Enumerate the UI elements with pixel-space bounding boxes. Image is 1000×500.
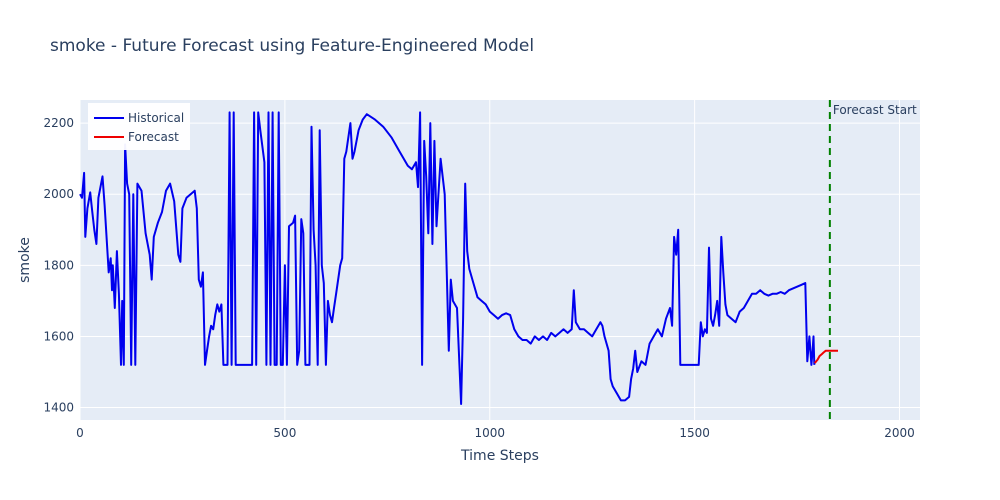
series-line-historical <box>79 111 816 405</box>
y-axis: 1400 1600 1800 2000 2200 <box>43 116 74 414</box>
x-tick-label: 1000 <box>474 426 505 440</box>
legend[interactable]: Historical Forecast <box>88 103 190 150</box>
legend-label-forecast: Forecast <box>128 130 179 144</box>
legend-label-historical: Historical <box>128 111 184 125</box>
legend-box <box>88 103 190 150</box>
y-tick-label: 2200 <box>43 116 74 130</box>
plot-area <box>80 100 920 420</box>
x-axis-title: Time Steps <box>460 448 539 464</box>
series-line-forecast <box>813 349 838 364</box>
y-tick-label: 2000 <box>43 187 74 201</box>
y-tick-label: 1400 <box>43 401 74 415</box>
y-tick-label: 1600 <box>43 329 74 343</box>
x-tick-label: 2000 <box>884 426 915 440</box>
forecast-start-label: Forecast Start <box>833 103 917 117</box>
forecast-start-marker: Forecast Start <box>828 100 917 420</box>
y-axis-title: smoke <box>17 237 33 283</box>
x-axis: 0 500 1000 1500 2000 <box>76 426 915 440</box>
x-tick-label: 1500 <box>679 426 710 440</box>
chart-title: smoke - Future Forecast using Feature-En… <box>50 36 534 56</box>
x-tick-label: 0 <box>76 426 84 440</box>
x-tick-label: 500 <box>273 426 296 440</box>
grid <box>79 100 920 420</box>
y-tick-label: 1800 <box>43 258 74 272</box>
series-lines <box>79 111 838 405</box>
